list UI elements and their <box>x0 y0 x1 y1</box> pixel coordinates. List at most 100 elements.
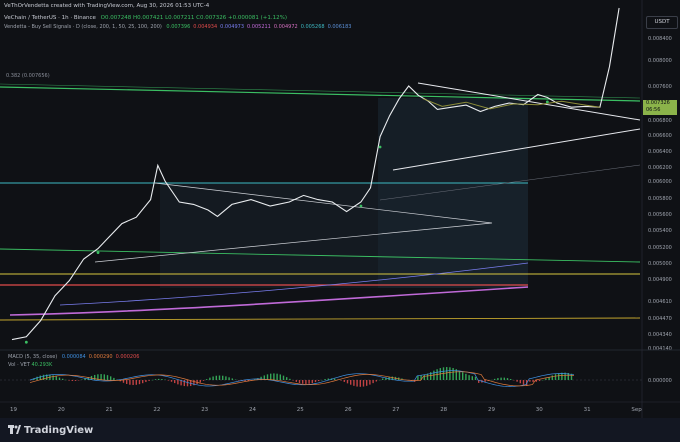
macd-histogram-bar <box>222 375 224 380</box>
macd-histogram-bar <box>167 380 169 381</box>
x-tick-label: 20 <box>58 407 65 413</box>
macd-histogram-bar <box>161 379 163 380</box>
range-box-lower <box>160 183 528 288</box>
projection-line <box>422 98 600 110</box>
macd-signal-line <box>29 371 575 387</box>
macd-histogram-bar <box>382 378 384 380</box>
macd-histogram-bar <box>215 375 217 380</box>
macd-histogram-bar <box>484 380 486 382</box>
macd-histogram-bar <box>106 375 109 380</box>
macd-histogram-bar <box>506 378 509 380</box>
y-tick-label: 0.005200 <box>648 245 672 251</box>
macd-histogram-bar <box>366 380 368 386</box>
macd-histogram-bar <box>545 378 547 380</box>
y-tick-label: 0.008000 <box>648 58 672 64</box>
macd-histogram-bar <box>135 380 137 385</box>
buy-signal-marker <box>545 100 549 104</box>
ohlc-line: VeChain / TetherUS · 1h · Binance O0.007… <box>4 15 287 22</box>
macd-histogram-bar <box>535 380 537 382</box>
macd-histogram-bar <box>132 380 134 386</box>
macd-histogram-bar <box>154 379 157 380</box>
macd-histogram-bar <box>260 376 262 380</box>
macd-histogram-bar <box>417 375 419 380</box>
macd-histogram-bar <box>46 374 48 380</box>
macd-histogram-bar <box>206 379 208 380</box>
currency-badge[interactable]: USDT <box>646 16 678 29</box>
ohlc-values: O0.007248 H0.007421 L0.007211 C0.007326 … <box>100 15 287 21</box>
footer-brand[interactable]: TradingView <box>24 425 94 436</box>
macd-histogram-bar <box>538 380 541 382</box>
macd-histogram-bar <box>113 377 115 380</box>
macd-histogram-bar <box>289 378 291 380</box>
macd-histogram-bar <box>375 380 377 382</box>
macd-histogram-bar <box>193 380 195 386</box>
macd-histogram-bar <box>452 368 454 380</box>
macd-histogram-bar <box>308 380 310 384</box>
macd-histogram-bar <box>58 377 61 380</box>
macd-axis-zero: 0.000000 <box>648 378 672 384</box>
macd-histogram-bar <box>510 378 512 380</box>
vol-label[interactable]: Vol · VET <box>8 362 30 368</box>
macd-histogram-bar <box>567 372 569 380</box>
macd-histogram-bar <box>551 375 553 380</box>
x-tick-label: 26 <box>345 407 352 413</box>
symbol-label[interactable]: VeChain / TetherUS · 1h · Binance <box>4 15 96 21</box>
macd-histogram-bar <box>298 380 301 384</box>
buy-signal-marker <box>96 251 100 255</box>
current-price-tag: 0.007326 06:56 <box>643 100 677 115</box>
y-tick-label: 0.004140 <box>648 346 672 352</box>
tradingview-logo-icon <box>8 425 21 434</box>
macd-histogram-bar <box>327 378 329 380</box>
macd-histogram-bar <box>71 380 73 381</box>
macd-histogram-bar <box>522 380 525 385</box>
macd-histogram-bar <box>225 376 227 380</box>
macd-histogram-bar <box>449 367 451 380</box>
x-tick-label: 27 <box>392 407 399 413</box>
macd-histogram-bar <box>74 380 77 381</box>
macd-histogram-bar <box>471 376 473 380</box>
macd-histogram-bar <box>254 379 256 380</box>
macd-histogram-bar <box>55 376 57 380</box>
macd-histogram-bar <box>186 380 189 387</box>
macd-histogram-bar <box>202 380 205 381</box>
macd-values: 0.000084 0.000290 0.000206 <box>59 354 140 360</box>
green-band-line <box>0 86 641 102</box>
y-tick-label: 0.005600 <box>648 212 672 218</box>
x-tick-label: 21 <box>106 407 113 413</box>
macd-histogram-bar <box>468 375 470 380</box>
y-tick-label: 0.006400 <box>648 149 672 155</box>
macd-histogram-bar <box>494 378 496 380</box>
macd-label[interactable]: MACD (5, 35, close) <box>8 354 58 360</box>
macd-histogram-bar <box>183 380 185 387</box>
macd-histogram-bar <box>33 378 35 380</box>
macd-histogram-bar <box>158 378 160 380</box>
macd-histogram-bar <box>129 380 131 385</box>
macd-histogram-bar <box>209 377 211 380</box>
macd-histogram-bar <box>420 375 422 380</box>
macd-histogram-bar <box>446 367 448 380</box>
x-tick-label: 23 <box>201 407 208 413</box>
credit-line: VeThOrVendetta created with TradingView.… <box>4 3 210 9</box>
macd-histogram-bar <box>100 374 102 380</box>
macd-histogram-bar <box>362 380 365 387</box>
indicator-name[interactable]: Vendetta - Buy Sell Signals · D (close, … <box>4 24 162 30</box>
yellow-bottom-line <box>0 317 641 321</box>
macd-histogram-bar <box>388 376 390 380</box>
macd-histogram-bar <box>286 377 288 380</box>
macd-histogram-bar <box>318 380 320 382</box>
macd-histogram-bar <box>430 372 432 380</box>
macd-histogram-bar <box>276 373 278 380</box>
macd-histogram-bar <box>302 380 304 384</box>
triangle-upper-line <box>417 82 641 121</box>
indicator-value: 0.004934 <box>193 24 218 30</box>
x-tick-label: 24 <box>249 407 256 413</box>
macd-histogram-bar <box>270 373 272 380</box>
macd-histogram-bar <box>311 380 313 384</box>
macd-histogram-bar <box>455 369 457 380</box>
macd-histogram-bar <box>497 378 499 380</box>
vol-legend: Vol · VET 40.293K <box>8 362 52 368</box>
macd-histogram-bar <box>295 380 297 382</box>
indicator-line: Vendetta - Buy Sell Signals · D (close, … <box>4 25 351 30</box>
y-tick-label: 0.004470 <box>648 316 672 322</box>
